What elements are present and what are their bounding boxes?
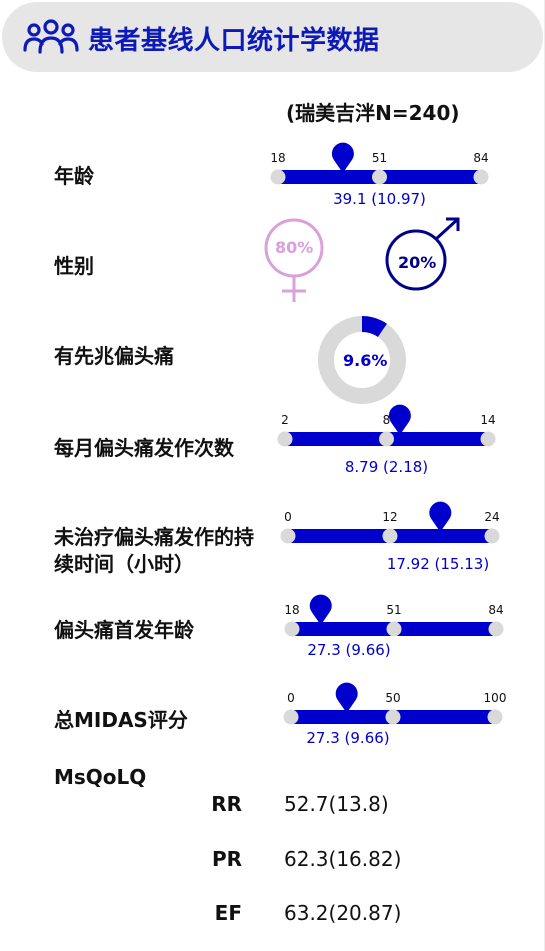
tick-label-mid: 8 [383,413,391,427]
tick-label-min: 18 [270,151,285,165]
mean-marker-age [331,142,354,173]
aura-percent: 9.6% [343,351,388,370]
msqolq-rr-label: RR [211,792,242,816]
tick-label-mid: 51 [372,151,387,165]
tick-dot-min [283,709,299,725]
mean-sd-label-age: 39.1 (10.97) [333,190,426,208]
mean-sd-label-onset: 27.3 (9.66) [307,641,390,659]
aura-donut [318,316,406,404]
mean-marker-onset [309,594,332,625]
label-age: 年龄 [54,164,94,188]
cohort-subtitle: (瑞美吉泮N=240) [286,101,460,125]
tick-label-max: 84 [473,151,488,165]
tick-label-min: 18 [284,603,299,617]
range-monthly: 2 8 14 8.79 (2.18) [277,404,496,476]
tick-label-max: 84 [488,603,503,617]
male-symbol [385,217,460,291]
label-monthly-attacks: 每月偏头痛发作次数 [54,436,234,460]
tick-label-max: 24 [484,510,499,524]
mean-sd-label-midas: 27.3 (9.66) [306,729,389,747]
header-banner: 患者基线人口统计学数据 [2,2,543,72]
range-age: 18 51 84 39.1 (10.97) [270,142,489,208]
range-onset: 18 51 84 27.3 (9.66) [284,594,504,659]
range-duration: 0 12 24 17.92 (15.13) [280,501,500,573]
tick-label-max: 14 [480,413,495,427]
people-group-icon [23,19,79,54]
tick-dot-min [284,621,300,637]
tick-label-min: 0 [287,691,295,705]
label-onset-age: 偏头痛首发年龄 [54,618,194,642]
tick-dot-mid [385,709,401,725]
label-midas: 总MIDAS评分 [54,708,188,732]
tick-dot-mid [386,621,402,637]
tick-label-min: 0 [284,510,292,524]
msqolq-pr-label: PR [211,847,242,871]
label-msqolq: MsQoLQ [54,765,147,789]
male-percent: 20% [398,253,437,272]
msqolq-ef-value: 63.2(20.87) [284,901,402,925]
tick-dot-max [487,709,503,725]
tick-label-mid: 12 [382,510,397,524]
msqolq-rr-value: 52.7(13.8) [284,792,389,816]
tick-dot-min [277,431,293,447]
tick-dot-min [270,169,286,185]
tick-dot-min [280,528,296,544]
label-aura: 有先兆偏头痛 [54,344,174,368]
tick-label-mid: 51 [386,603,401,617]
msqolq-ef-label: EF [214,901,242,925]
label-attack-duration: 未治疗偏头痛发作的持续时间（小时） [54,525,254,576]
tick-dot-mid [382,528,398,544]
mean-sd-label-monthly: 8.79 (2.18) [345,458,428,476]
tick-dot-max [473,169,489,185]
mean-sd-label-duration: 17.92 (15.13) [387,555,489,573]
tick-label-max: 100 [484,691,507,705]
mean-marker-duration [429,501,452,532]
msqolq-pr-value: 62.3(16.82) [284,847,402,871]
tick-dot-max [480,431,496,447]
mean-marker-monthly [388,404,411,435]
tick-dot-max [488,621,504,637]
donut-slice-aura [361,316,387,338]
tick-label-min: 2 [281,413,289,427]
page-title: 患者基线人口统计学数据 [88,26,380,56]
label-sex: 性别 [54,254,94,278]
tick-dot-max [484,528,500,544]
range-midas: 0 50 100 27.3 (9.66) [283,682,507,747]
tick-dot-mid [379,431,394,447]
tick-dot-mid [372,169,387,185]
mean-marker-midas [335,682,358,713]
tick-label-mid: 50 [385,691,400,705]
female-symbol [264,218,324,302]
female-percent: 80% [275,238,314,257]
